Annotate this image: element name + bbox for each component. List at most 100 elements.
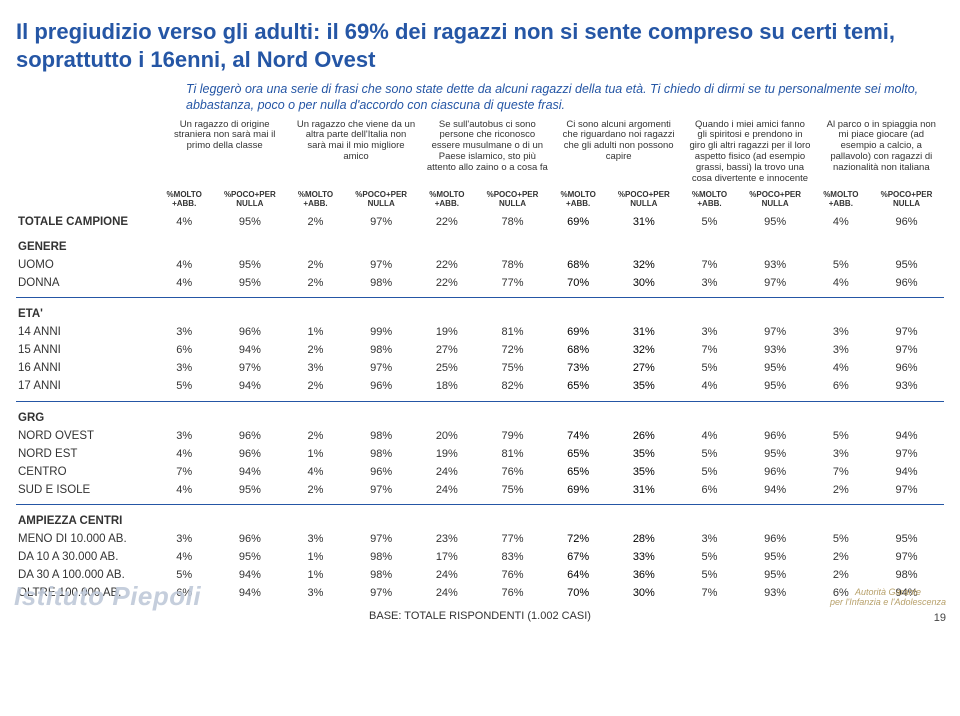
data-cell: 98% <box>344 445 419 463</box>
row-label: NORD EST <box>16 445 156 463</box>
data-cell: 2% <box>287 427 343 445</box>
question-headers-row: Un ragazzo di origine straniera non sarà… <box>16 120 944 186</box>
data-cell: 4% <box>156 548 212 566</box>
data-cell: 24% <box>419 463 475 481</box>
data-cell: 4% <box>156 213 212 231</box>
question-header: Al parco o in spiaggia non mi piace gioc… <box>819 120 944 186</box>
data-cell: 97% <box>344 481 419 499</box>
section-header-row: AMPIEZZA CENTRI <box>16 505 944 531</box>
data-cell: 5% <box>681 463 737 481</box>
data-cell: 95% <box>738 566 813 584</box>
question-header: Quando i miei amici fanno gli spiritosi … <box>687 120 812 186</box>
data-cell: 97% <box>869 323 944 341</box>
data-cell: 75% <box>475 481 550 499</box>
data-cell: 2% <box>813 566 869 584</box>
column-subhead: %MOLTO +ABB. <box>287 187 343 213</box>
data-cell: 95% <box>738 359 813 377</box>
data-cell: 17% <box>419 548 475 566</box>
data-cell: 5% <box>681 359 737 377</box>
data-cell: 5% <box>681 213 737 231</box>
row-label: 14 ANNI <box>16 323 156 341</box>
data-cell: 7% <box>681 256 737 274</box>
data-cell: 3% <box>681 530 737 548</box>
table-row: SUD E ISOLE4%95%2%97%24%75%69%31%6%94%2%… <box>16 481 944 499</box>
data-cell: 97% <box>344 256 419 274</box>
data-cell: 96% <box>344 377 419 395</box>
data-cell: 24% <box>419 481 475 499</box>
data-cell: 77% <box>475 274 550 292</box>
data-cell: 94% <box>212 584 287 602</box>
intro-text: Ti leggerò ora una serie di frasi che so… <box>186 81 944 114</box>
data-cell: 2% <box>287 274 343 292</box>
data-cell: 96% <box>344 463 419 481</box>
column-subhead: %POCO+PER NULLA <box>869 187 944 213</box>
table-row: MENO DI 10.000 AB.3%96%3%97%23%77%72%28%… <box>16 530 944 548</box>
section-header-row: GRG <box>16 401 944 427</box>
data-cell: 93% <box>738 256 813 274</box>
data-cell: 3% <box>813 323 869 341</box>
question-header <box>16 120 156 186</box>
data-cell: 69% <box>550 213 606 231</box>
data-cell: 97% <box>344 359 419 377</box>
data-cell: 75% <box>475 359 550 377</box>
data-cell: 94% <box>212 341 287 359</box>
data-cell: 6% <box>156 341 212 359</box>
data-cell: 95% <box>869 530 944 548</box>
data-cell: 94% <box>869 463 944 481</box>
authority-logo: Autorità Garanteper l'Infanzia e l'Adole… <box>830 588 946 608</box>
data-cell: 5% <box>813 530 869 548</box>
data-cell: 31% <box>606 323 681 341</box>
data-cell: 3% <box>156 427 212 445</box>
data-cell: 4% <box>681 427 737 445</box>
data-cell: 98% <box>344 427 419 445</box>
column-subhead: %POCO+PER NULLA <box>606 187 681 213</box>
data-cell: 7% <box>813 463 869 481</box>
data-cell: 93% <box>738 584 813 602</box>
data-cell: 30% <box>606 274 681 292</box>
data-cell: 95% <box>738 377 813 395</box>
data-cell: 95% <box>212 274 287 292</box>
data-cell: 26% <box>606 427 681 445</box>
data-cell: 94% <box>869 427 944 445</box>
data-cell: 7% <box>681 341 737 359</box>
data-cell: 27% <box>419 341 475 359</box>
data-cell: 5% <box>681 548 737 566</box>
data-cell: 98% <box>344 548 419 566</box>
data-cell: 93% <box>869 377 944 395</box>
data-cell: 94% <box>738 481 813 499</box>
data-cell: 95% <box>212 481 287 499</box>
data-cell: 2% <box>813 481 869 499</box>
data-cell: 95% <box>738 445 813 463</box>
data-cell: 3% <box>287 584 343 602</box>
data-cell: 33% <box>606 548 681 566</box>
row-label: TOTALE CAMPIONE <box>16 213 156 231</box>
data-cell: 6% <box>813 377 869 395</box>
data-cell: 83% <box>475 548 550 566</box>
data-cell: 65% <box>550 463 606 481</box>
data-cell: 78% <box>475 256 550 274</box>
data-cell: 72% <box>475 341 550 359</box>
data-cell: 4% <box>287 463 343 481</box>
column-subhead: %POCO+PER NULLA <box>212 187 287 213</box>
data-cell: 24% <box>419 566 475 584</box>
table-row: NORD OVEST3%96%2%98%20%79%74%26%4%96%5%9… <box>16 427 944 445</box>
data-cell: 98% <box>344 566 419 584</box>
column-subhead: %POCO+PER NULLA <box>475 187 550 213</box>
data-cell: 97% <box>344 584 419 602</box>
data-cell: 31% <box>606 213 681 231</box>
table-row: TOTALE CAMPIONE4%95%2%97%22%78%69%31%5%9… <box>16 213 944 231</box>
data-cell: 96% <box>738 463 813 481</box>
data-cell: 6% <box>681 481 737 499</box>
data-cell: 79% <box>475 427 550 445</box>
data-cell: 98% <box>869 566 944 584</box>
data-table: %MOLTO +ABB.%POCO+PER NULLA%MOLTO +ABB.%… <box>16 187 944 602</box>
data-cell: 74% <box>550 427 606 445</box>
data-cell: 7% <box>156 463 212 481</box>
data-cell: 94% <box>212 566 287 584</box>
watermark-logo: Istituto Piepoli <box>14 581 201 612</box>
data-cell: 94% <box>212 377 287 395</box>
data-cell: 2% <box>287 341 343 359</box>
data-cell: 2% <box>287 481 343 499</box>
data-cell: 76% <box>475 584 550 602</box>
data-cell: 4% <box>156 481 212 499</box>
